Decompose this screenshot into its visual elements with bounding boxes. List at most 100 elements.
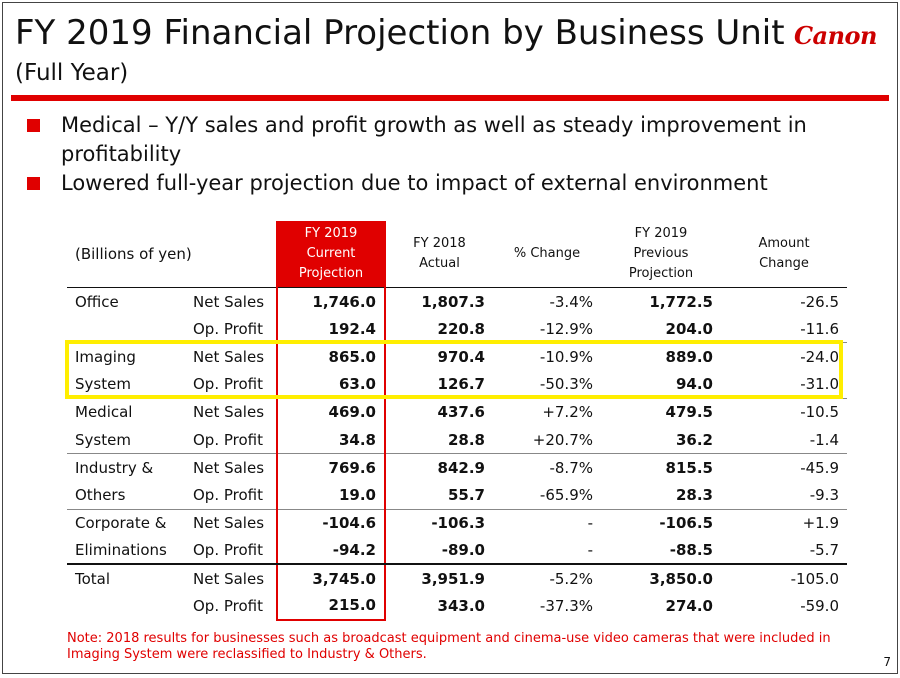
previous-projection-cell: 1,772.5 <box>649 292 713 311</box>
previous-projection-cell: 28.3 <box>601 481 721 510</box>
table-row: Corporate & Net Sales -104.6 -106.3 - -1… <box>67 509 847 537</box>
current-projection-cell: 1,746.0 <box>276 287 386 316</box>
amount-change-cell: -31.0 <box>721 370 847 399</box>
metric-label: Op. Profit <box>193 596 263 615</box>
page-title: FY 2019 Financial Projection by Business… <box>15 13 785 53</box>
pct-change-cell: - <box>587 514 593 533</box>
table-row: Eliminations Op. Profit -94.2 -89.0 - -8… <box>67 536 847 566</box>
bullet-item: Medical – Y/Y sales and profit growth as… <box>27 111 867 169</box>
fy2018-actual-cell: 1,807.3 <box>421 292 485 311</box>
previous-projection-cell: 36.2 <box>601 425 721 455</box>
table-row: Others Op. Profit 19.0 55.7 -65.9% 28.3 … <box>67 481 847 510</box>
bullet-text: Lowered full-year projection due to impa… <box>61 171 768 195</box>
square-bullet-icon <box>27 119 40 132</box>
current-projection-cell: 19.0 <box>276 481 386 510</box>
current-projection-cell: 769.6 <box>276 453 386 482</box>
pct-change-cell: -50.3% <box>493 370 601 399</box>
bullet-item: Lowered full-year projection due to impa… <box>27 169 867 198</box>
amount-change-cell: -5.7 <box>721 536 847 566</box>
previous-projection-cell: 204.0 <box>601 315 721 344</box>
pct-change-cell: -3.4% <box>549 292 593 311</box>
table-row: Op. Profit 192.4 220.8 -12.9% 204.0 -11.… <box>67 315 847 344</box>
table-row: Total Net Sales 3,745.0 3,951.9 -5.2% 3,… <box>67 564 847 593</box>
amount-change-cell: -11.6 <box>721 315 847 344</box>
amount-change-cell: -9.3 <box>721 481 847 510</box>
fy2018-actual-cell: 970.4 <box>437 347 485 366</box>
current-projection-cell: 34.8 <box>276 425 386 455</box>
table-row: Op. Profit 215.0 343.0 -37.3% 274.0 -59.… <box>67 592 847 621</box>
metric-label: Net Sales <box>193 292 265 311</box>
fy2018-actual-cell: 28.8 <box>385 425 493 455</box>
current-projection-cell: -104.6 <box>276 509 386 537</box>
segment-name <box>67 315 185 344</box>
segment-name: Eliminations <box>67 536 185 566</box>
metric-label: Net Sales <box>193 458 265 477</box>
previous-projection-cell: 94.0 <box>601 370 721 399</box>
pct-change-cell: -10.9% <box>539 347 593 366</box>
fy2018-actual-cell: 437.6 <box>437 403 485 422</box>
table-row: Medical Net Sales 469.0 437.6 +7.2% 479.… <box>67 398 847 426</box>
fy2018-actual-cell: -106.3 <box>431 514 485 533</box>
amount-change-cell: +1.9 <box>802 514 839 533</box>
table-row: Imaging Net Sales 865.0 970.4 -10.9% 889… <box>67 342 847 371</box>
previous-projection-cell: -106.5 <box>659 514 713 533</box>
pct-change-cell: +7.2% <box>542 403 593 422</box>
table-row: System Op. Profit 63.0 126.7 -50.3% 94.0… <box>67 370 847 399</box>
title-divider <box>11 95 889 101</box>
table-header-row: (Billions of yen) FY 2019 Current Projec… <box>67 221 847 288</box>
pct-change-cell: -65.9% <box>493 481 601 510</box>
pct-change-cell: -8.7% <box>549 458 593 477</box>
pct-change-cell: -37.3% <box>539 596 593 615</box>
table-row: Office Net Sales 1,746.0 1,807.3 -3.4% 1… <box>67 287 847 316</box>
amount-change-cell: -105.0 <box>790 569 839 588</box>
fy2018-actual-cell: 55.7 <box>385 481 493 510</box>
col-header-pct-change: % Change <box>493 221 601 288</box>
pct-change-cell: -12.9% <box>493 315 601 344</box>
bullet-list: Medical – Y/Y sales and profit growth as… <box>27 111 867 198</box>
current-projection-cell: 3,745.0 <box>276 564 386 593</box>
metric-label: Op. Profit <box>185 425 277 455</box>
units-label: (Billions of yen) <box>67 221 277 288</box>
fy2018-actual-cell: 3,951.9 <box>421 569 485 588</box>
amount-change-cell: -10.5 <box>800 403 839 422</box>
pct-change-cell: +20.7% <box>493 425 601 455</box>
current-projection-cell: 215.0 <box>276 592 386 621</box>
fy2018-actual-cell: 842.9 <box>437 458 485 477</box>
fy2018-actual-cell: 126.7 <box>385 370 493 399</box>
amount-change-cell: -26.5 <box>800 292 839 311</box>
col-header-amount-change: Amount Change <box>721 221 847 288</box>
metric-label: Net Sales <box>193 569 265 588</box>
metric-label: Net Sales <box>193 514 265 533</box>
metric-label: Net Sales <box>193 403 265 422</box>
square-bullet-icon <box>27 177 40 190</box>
footnote: Note: 2018 results for businesses such a… <box>67 631 831 662</box>
metric-label: Op. Profit <box>185 481 277 510</box>
metric-label: Net Sales <box>193 347 265 366</box>
segment-name <box>67 592 185 620</box>
segment-name: Total <box>75 569 111 588</box>
projection-table: (Billions of yen) FY 2019 Current Projec… <box>67 221 847 621</box>
fy2018-actual-cell: -89.0 <box>385 536 493 566</box>
metric-label: Op. Profit <box>185 536 277 566</box>
amount-change-cell: -45.9 <box>800 458 839 477</box>
segment-name: Industry & <box>75 458 154 477</box>
table-row: System Op. Profit 34.8 28.8 +20.7% 36.2 … <box>67 425 847 455</box>
current-projection-cell: 192.4 <box>276 315 386 344</box>
current-projection-cell: 865.0 <box>276 342 386 371</box>
table-row: Industry & Net Sales 769.6 842.9 -8.7% 8… <box>67 453 847 482</box>
col-header-current-projection: FY 2019 Current Projection <box>276 221 386 288</box>
segment-name: System <box>67 425 185 455</box>
page-number: 7 <box>883 655 891 669</box>
previous-projection-cell: 3,850.0 <box>649 569 713 588</box>
segment-name: Others <box>67 481 185 510</box>
segment-name: Office <box>75 292 119 311</box>
previous-projection-cell: 479.5 <box>665 403 713 422</box>
previous-projection-cell: 889.0 <box>665 347 713 366</box>
current-projection-cell: 469.0 <box>276 398 386 426</box>
pct-change-cell: -5.2% <box>549 569 593 588</box>
segment-name: Medical <box>75 403 133 422</box>
amount-change-cell: -59.0 <box>800 596 839 615</box>
previous-projection-cell: 815.5 <box>665 458 713 477</box>
page-subtitle: (Full Year) <box>15 60 129 86</box>
